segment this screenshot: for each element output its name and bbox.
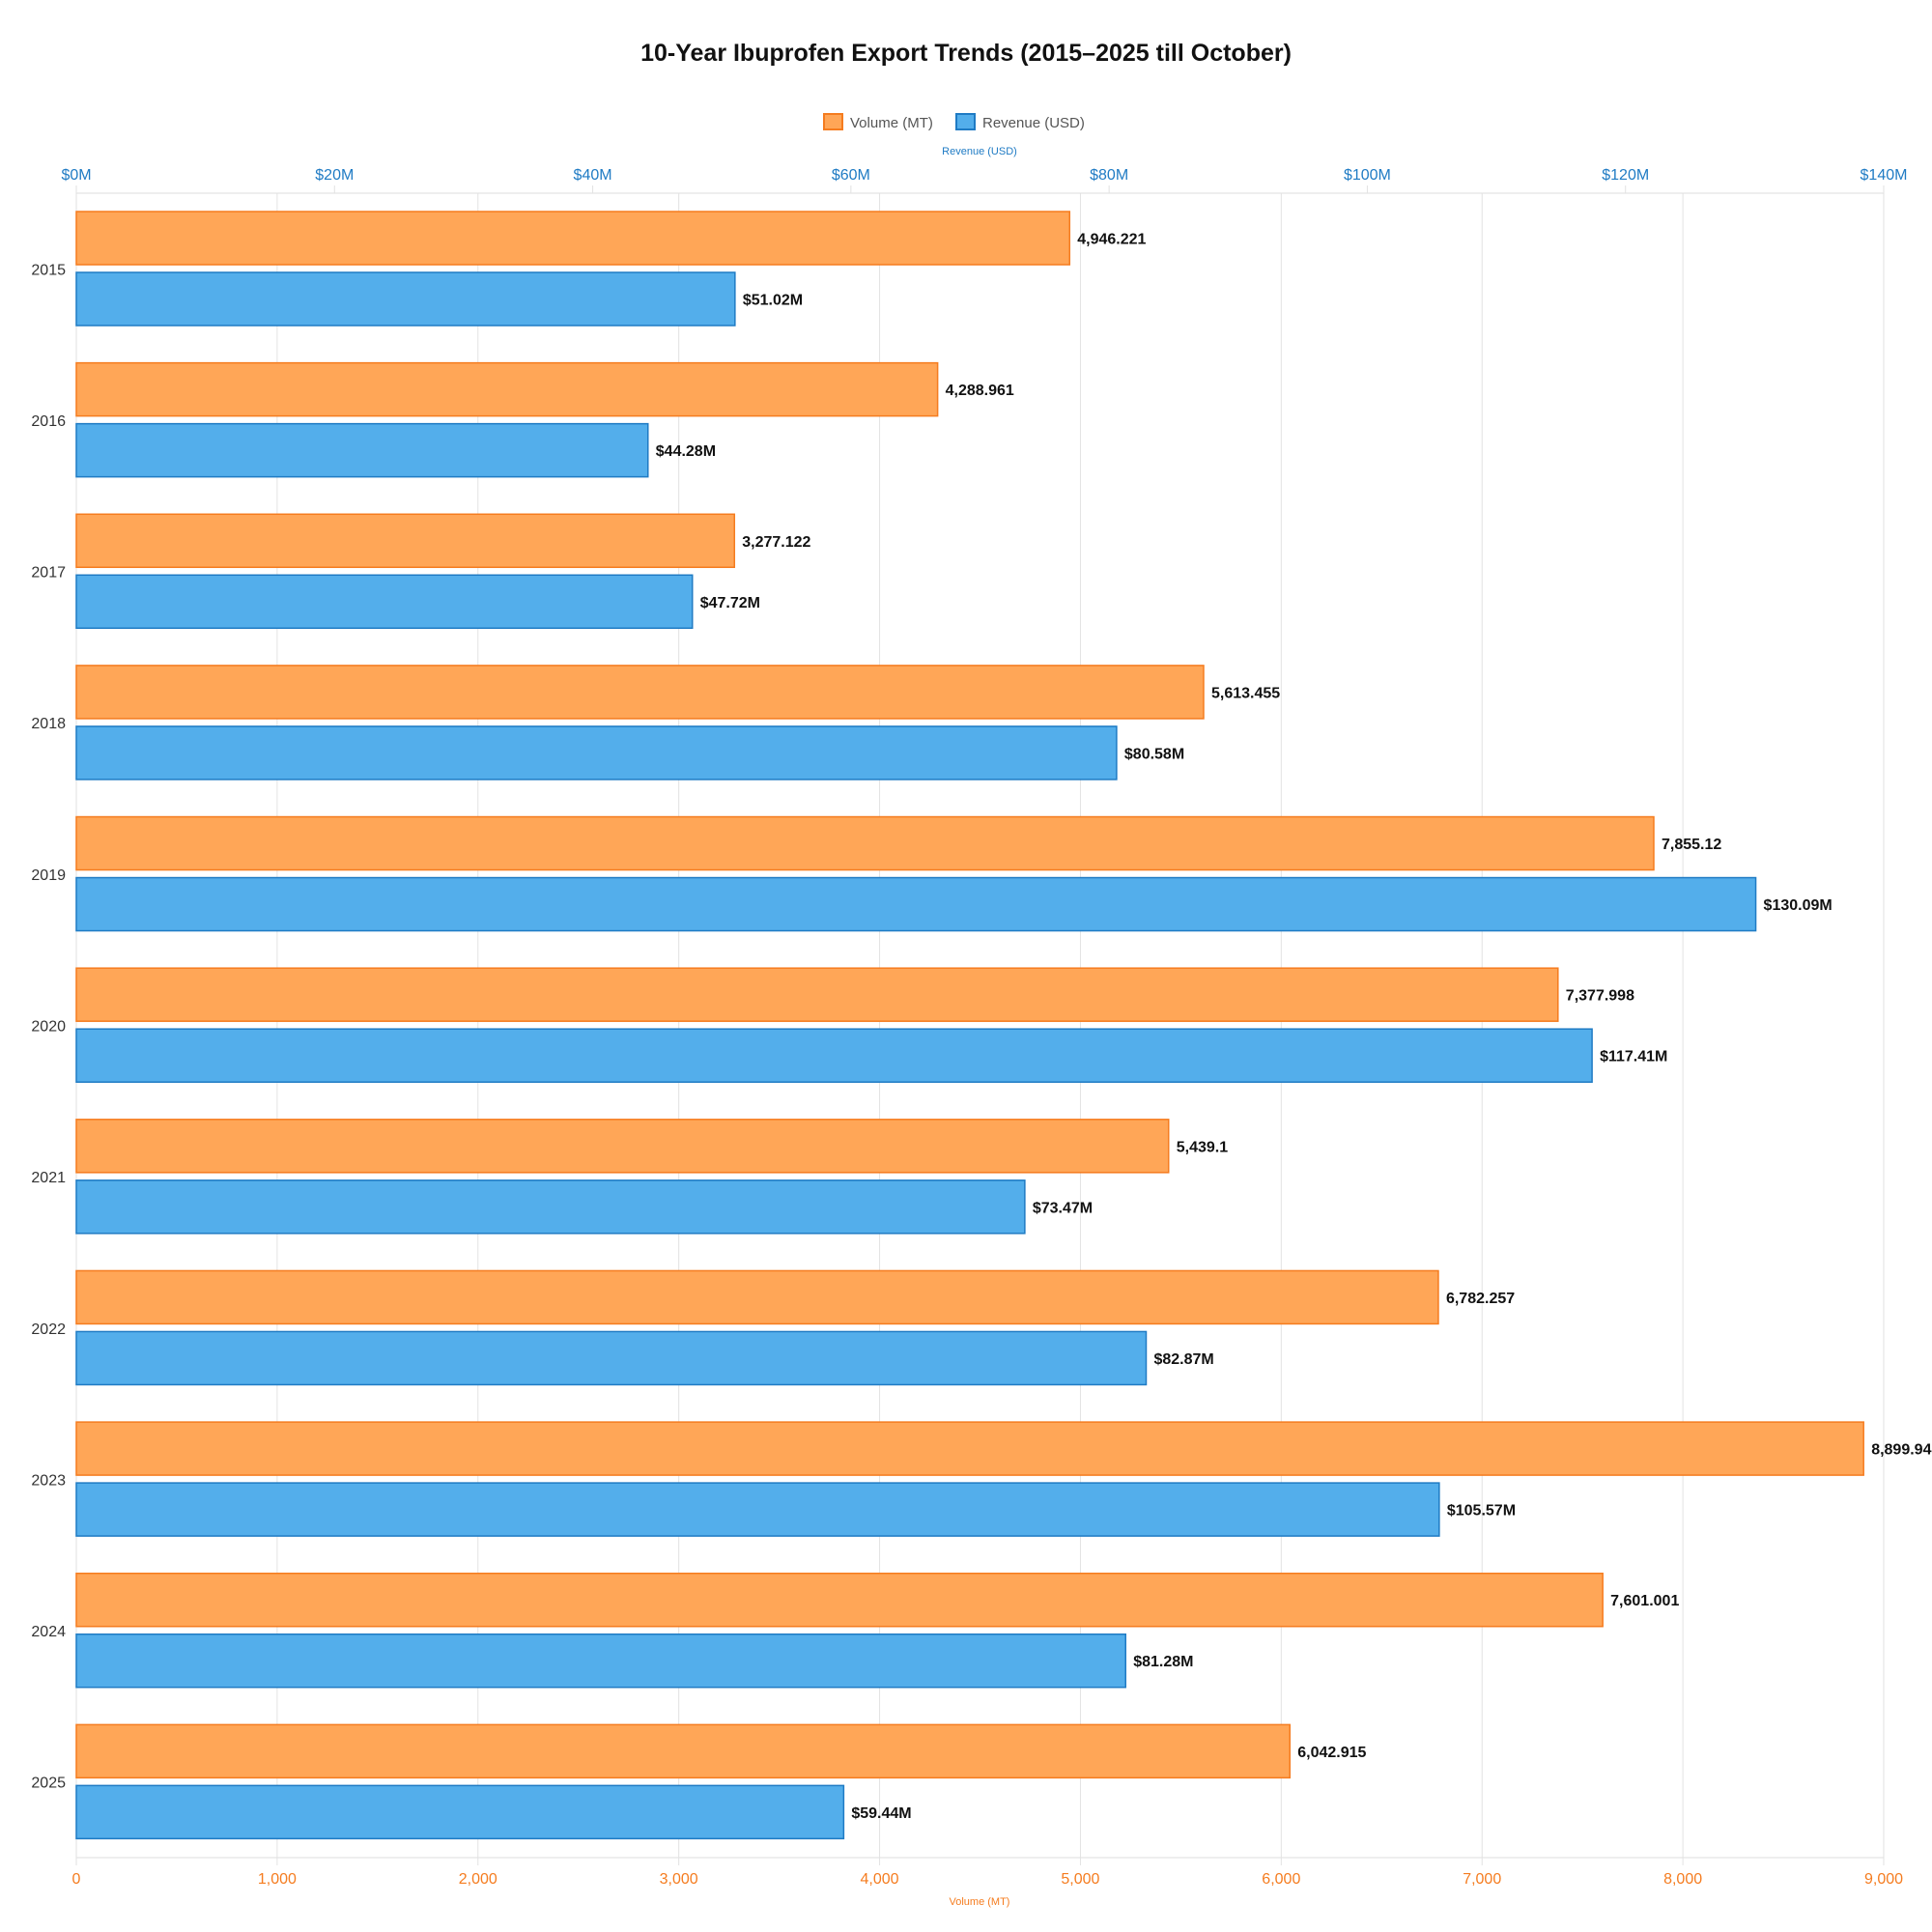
revenue-bar [75, 1633, 1126, 1689]
volume-bar [75, 967, 1559, 1022]
revenue-bar [75, 876, 1757, 932]
revenue-value-label: $105.57M [1447, 1503, 1516, 1520]
volume-bar [75, 815, 1655, 871]
bottom-tick-label: 5,000 [1061, 1871, 1099, 1888]
volume-value-label: 5,613.455 [1211, 685, 1280, 701]
category-label: 2018 [31, 716, 66, 732]
volume-bar [75, 361, 939, 417]
top-tick-label: $60M [832, 167, 870, 184]
category-label: 2024 [31, 1624, 66, 1640]
legend[interactable]: Volume (MT) Revenue (USD) [823, 113, 1085, 131]
revenue-value-label: $51.02M [743, 293, 803, 309]
top-tick-label: $80M [1090, 167, 1128, 184]
top-tick-label: $100M [1344, 167, 1391, 184]
volume-bar [75, 211, 1071, 266]
top-tick-label: $120M [1602, 167, 1649, 184]
category-label: 2023 [31, 1472, 66, 1489]
legend-swatch-volume [823, 113, 843, 130]
legend-swatch-revenue [955, 113, 976, 130]
top-tick-label: $140M [1861, 167, 1908, 184]
revenue-bar [75, 271, 736, 327]
category-label: 2017 [31, 565, 66, 582]
revenue-bar [75, 574, 694, 630]
revenue-bar [75, 1179, 1026, 1235]
volume-value-label: 7,377.998 [1566, 988, 1634, 1005]
bottom-tick-label: 6,000 [1262, 1871, 1300, 1888]
revenue-value-label: $117.41M [1600, 1049, 1667, 1065]
volume-value-label: 8,899.94 [1871, 1442, 1931, 1459]
revenue-value-label: $44.28M [656, 443, 716, 460]
bottom-tick-label: 3,000 [660, 1871, 698, 1888]
category-label: 2015 [31, 262, 66, 278]
volume-bar [75, 665, 1205, 720]
top-tick-label: $40M [574, 167, 612, 184]
revenue-bar [75, 1482, 1440, 1537]
legend-label-volume: Volume (MT) [850, 115, 933, 131]
volume-bar [75, 1269, 1439, 1325]
revenue-bar [75, 1028, 1593, 1083]
bottom-tick-label: 0 [72, 1871, 81, 1888]
category-label: 2019 [31, 867, 66, 884]
volume-bar [75, 1421, 1864, 1476]
revenue-value-label: $47.72M [700, 595, 760, 611]
volume-value-label: 7,601.001 [1610, 1593, 1679, 1609]
volume-bar [75, 1572, 1604, 1628]
top-tick-label: $20M [315, 167, 354, 184]
volume-value-label: 5,439.1 [1177, 1139, 1228, 1155]
volume-value-label: 6,782.257 [1446, 1291, 1515, 1307]
revenue-value-label: $82.87M [1153, 1351, 1213, 1368]
category-label: 2021 [31, 1170, 66, 1186]
category-label: 2022 [31, 1321, 66, 1338]
revenue-value-label: $73.47M [1033, 1200, 1093, 1216]
chart-title: 10-Year Ibuprofen Export Trends (2015–20… [640, 40, 1292, 67]
volume-value-label: 6,042.915 [1297, 1745, 1366, 1761]
bottom-tick-label: 8,000 [1663, 1871, 1702, 1888]
bottom-tick-label: 7,000 [1463, 1871, 1501, 1888]
bottom-tick-label: 4,000 [861, 1871, 899, 1888]
revenue-bar [75, 1330, 1148, 1386]
volume-bar [75, 1119, 1170, 1174]
revenue-value-label: $59.44M [851, 1805, 911, 1822]
category-label: 2020 [31, 1019, 66, 1036]
volume-bar [75, 513, 736, 569]
revenue-bar [75, 725, 1118, 781]
legend-label-revenue: Revenue (USD) [982, 115, 1085, 131]
revenue-value-label: $130.09M [1764, 897, 1833, 914]
revenue-bar [75, 422, 649, 478]
revenue-value-label: $81.28M [1133, 1654, 1193, 1670]
category-label: 2016 [31, 413, 66, 430]
bottom-tick-label: 1,000 [258, 1871, 297, 1888]
bottom-tick-label: 9,000 [1864, 1871, 1903, 1888]
volume-value-label: 4,946.221 [1077, 232, 1146, 248]
volume-bar [75, 1723, 1292, 1779]
volume-value-label: 3,277.122 [742, 534, 810, 551]
revenue-value-label: $80.58M [1124, 746, 1184, 762]
top-axis-title: Revenue (USD) [942, 146, 1017, 157]
bottom-tick-label: 2,000 [459, 1871, 497, 1888]
top-tick-label: $0M [61, 167, 91, 184]
revenue-bar [75, 1784, 845, 1840]
volume-value-label: 4,288.961 [946, 383, 1014, 399]
category-label: 2025 [31, 1776, 66, 1792]
bars: 2015 4,946.221 $51.02M 2016 4,288.961 $44.28M… [31, 211, 1932, 1840]
bottom-axis-title: Volume (MT) [950, 1896, 1010, 1908]
volume-value-label: 7,855.12 [1662, 837, 1721, 853]
